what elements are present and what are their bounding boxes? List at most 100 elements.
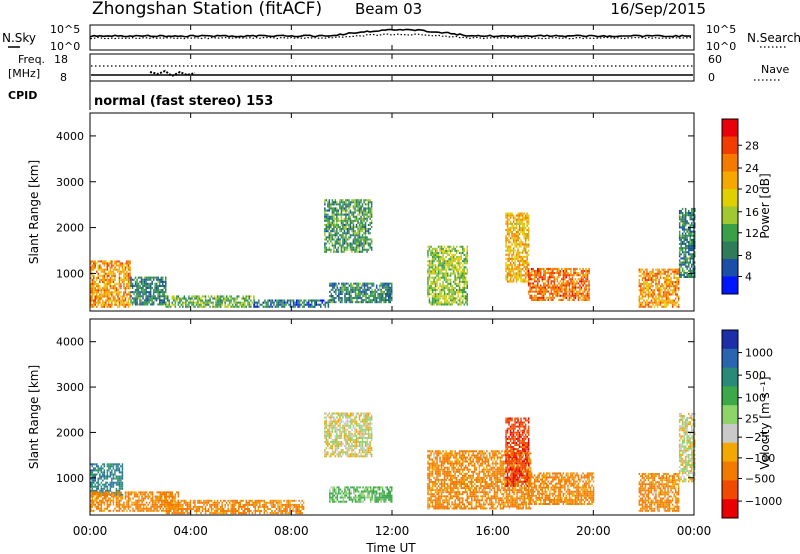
range-cell xyxy=(114,283,116,286)
range-cell xyxy=(336,248,338,251)
range-cell xyxy=(436,303,438,306)
range-cell xyxy=(455,289,458,292)
range-cell xyxy=(337,223,340,226)
range-cell xyxy=(688,234,690,237)
range-cell xyxy=(114,276,116,279)
range-cell xyxy=(348,236,350,239)
range-cell xyxy=(552,284,554,287)
range-cell xyxy=(366,301,369,304)
range-cell xyxy=(680,261,682,264)
range-cell xyxy=(93,477,95,480)
range-cell xyxy=(652,268,654,271)
range-cell xyxy=(90,477,92,480)
range-cell xyxy=(650,293,653,296)
range-cell xyxy=(527,274,530,277)
range-cell xyxy=(505,220,507,223)
range-cell xyxy=(141,493,143,496)
range-cell xyxy=(688,251,690,254)
range-cell xyxy=(177,295,180,298)
range-cell xyxy=(506,264,509,267)
range-cell xyxy=(339,199,341,202)
range-cell xyxy=(460,245,462,248)
range-cell xyxy=(585,286,587,289)
range-cell xyxy=(561,294,563,297)
range-cell xyxy=(552,274,554,277)
range-cell xyxy=(514,222,516,225)
range-cell xyxy=(233,297,235,300)
range-cell xyxy=(526,259,528,262)
range-cell xyxy=(443,293,446,296)
range-cell xyxy=(517,229,519,232)
range-cell xyxy=(370,219,373,222)
range-cell xyxy=(218,501,220,504)
range-cell xyxy=(354,219,356,222)
range-cell xyxy=(114,469,116,472)
range-cell xyxy=(555,294,557,297)
range-cell xyxy=(148,501,151,504)
range-cell xyxy=(555,292,557,295)
range-cell xyxy=(508,255,510,258)
range-cell xyxy=(109,483,112,486)
range-cell xyxy=(245,295,247,298)
range-cell xyxy=(133,291,135,294)
range-cell xyxy=(115,268,118,271)
range-cell xyxy=(161,493,163,496)
range-cell xyxy=(523,224,525,227)
range-cell xyxy=(343,242,346,245)
range-cell xyxy=(364,232,367,235)
range-cell xyxy=(189,297,192,300)
range-cell xyxy=(358,232,361,235)
range-cell xyxy=(106,463,109,466)
range-cell xyxy=(171,493,173,496)
range-cell xyxy=(96,285,98,288)
range-cell xyxy=(570,282,572,285)
range-cell xyxy=(442,303,444,306)
range-cell xyxy=(524,239,527,242)
range-cell xyxy=(102,479,104,482)
range-cell xyxy=(345,240,347,243)
range-cell xyxy=(109,270,112,273)
range-cell xyxy=(653,301,656,304)
range-cell xyxy=(670,285,672,288)
range-cell xyxy=(218,508,220,510)
range-cell xyxy=(462,278,464,281)
range-cell xyxy=(520,251,522,254)
range-cell xyxy=(553,272,556,275)
range-cell xyxy=(90,507,92,510)
range-cell xyxy=(221,503,223,506)
range-cell xyxy=(445,301,447,304)
range-cell xyxy=(155,299,158,302)
range-cell xyxy=(437,245,440,248)
range-cell xyxy=(336,219,338,222)
range-cell xyxy=(433,272,435,275)
range-cell xyxy=(683,273,685,276)
range-cell xyxy=(315,301,317,304)
range-cell xyxy=(683,275,685,278)
range-cell xyxy=(121,463,124,466)
range-cell xyxy=(135,491,137,494)
range-cell xyxy=(677,270,680,273)
range-cell xyxy=(451,266,453,269)
range-cell xyxy=(676,301,678,304)
range-cell xyxy=(662,272,665,275)
range-cell xyxy=(458,262,461,265)
range-cell xyxy=(661,268,663,271)
range-cell xyxy=(174,505,177,508)
range-cell xyxy=(449,282,452,285)
range-cell xyxy=(154,289,156,292)
range-cell xyxy=(109,501,112,504)
range-cell xyxy=(179,297,181,300)
range-cell xyxy=(509,276,512,279)
range-cell xyxy=(336,207,338,210)
range-cell xyxy=(334,230,337,233)
range-cell xyxy=(368,299,370,302)
range-cell xyxy=(366,228,368,231)
range-cell xyxy=(374,292,376,295)
range-cell xyxy=(105,291,107,294)
range-cell xyxy=(517,220,519,223)
range-cell xyxy=(389,295,391,298)
range-cell xyxy=(369,238,371,241)
range-cell xyxy=(434,301,437,304)
range-cell xyxy=(573,298,575,301)
range-cell xyxy=(157,295,159,298)
